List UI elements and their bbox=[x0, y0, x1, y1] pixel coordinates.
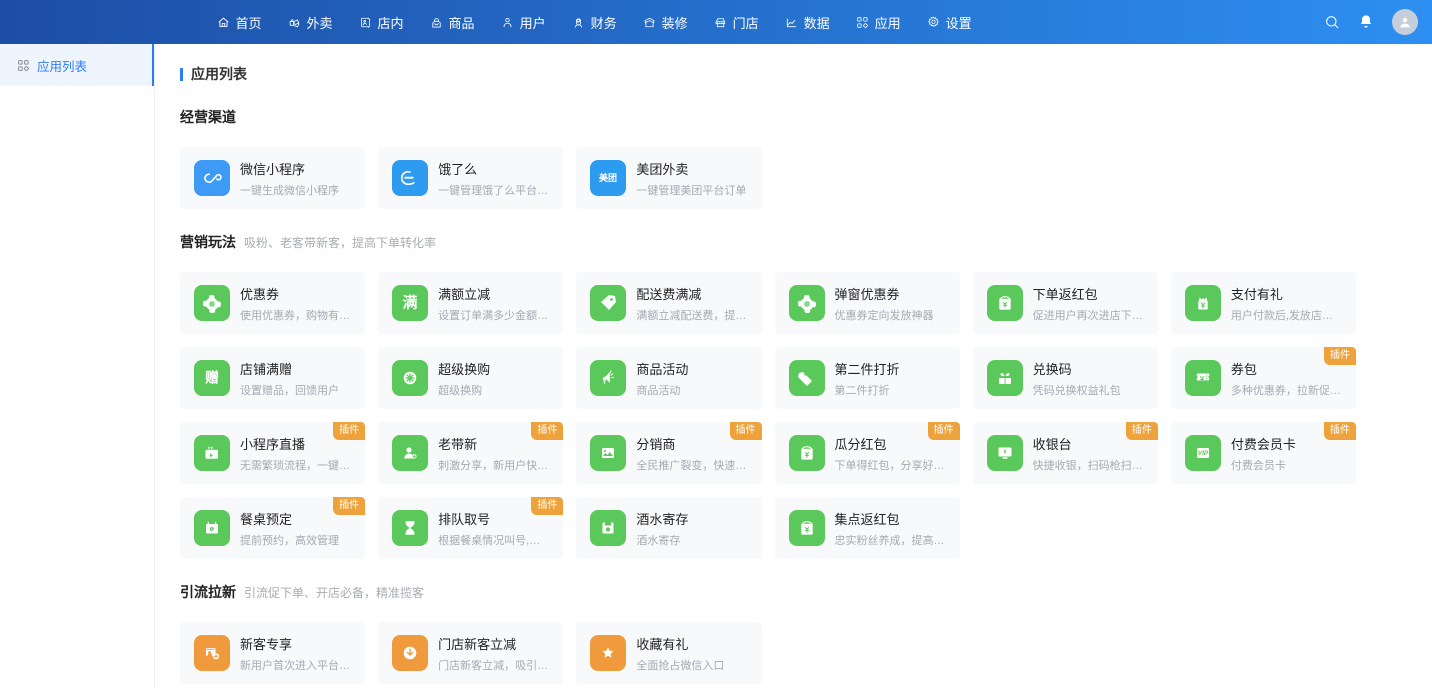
svg-text:美团: 美团 bbox=[599, 172, 617, 183]
svg-text:VIP: VIP bbox=[1198, 450, 1209, 457]
svg-text:¥: ¥ bbox=[1003, 450, 1006, 456]
svg-text:满: 满 bbox=[403, 294, 418, 312]
svg-text:赠: 赠 bbox=[205, 370, 219, 386]
